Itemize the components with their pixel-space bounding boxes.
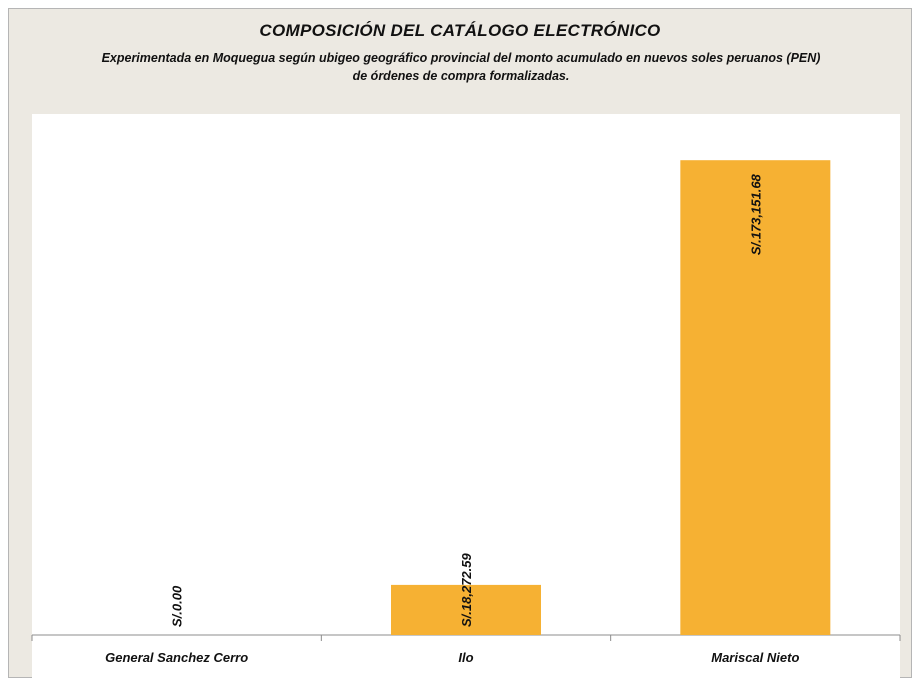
category-label-0: General Sanchez Cerro xyxy=(105,650,248,665)
chart-title: COMPOSICIÓN DEL CATÁLOGO ELECTRÓNICO xyxy=(259,21,661,40)
chart-frame: COMPOSICIÓN DEL CATÁLOGO ELECTRÓNICO Exp… xyxy=(8,8,912,678)
category-label-1: Ilo xyxy=(458,650,473,665)
chart-subtitle: Experimentada en Moquegua según ubigeo g… xyxy=(101,51,821,83)
bar-1 xyxy=(391,584,541,635)
data-label-0: S/.0.00 xyxy=(170,585,185,627)
bar-2 xyxy=(680,160,831,635)
data-label-1: S/.18,272.59 xyxy=(459,553,474,627)
bar-chart: General Sanchez Cerro S/.0.00 Ilo S/.18,272… xyxy=(31,160,901,665)
category-label-2: Mariscal Nieto xyxy=(711,650,799,665)
data-label-2: S/.173,151.68 xyxy=(748,173,763,255)
